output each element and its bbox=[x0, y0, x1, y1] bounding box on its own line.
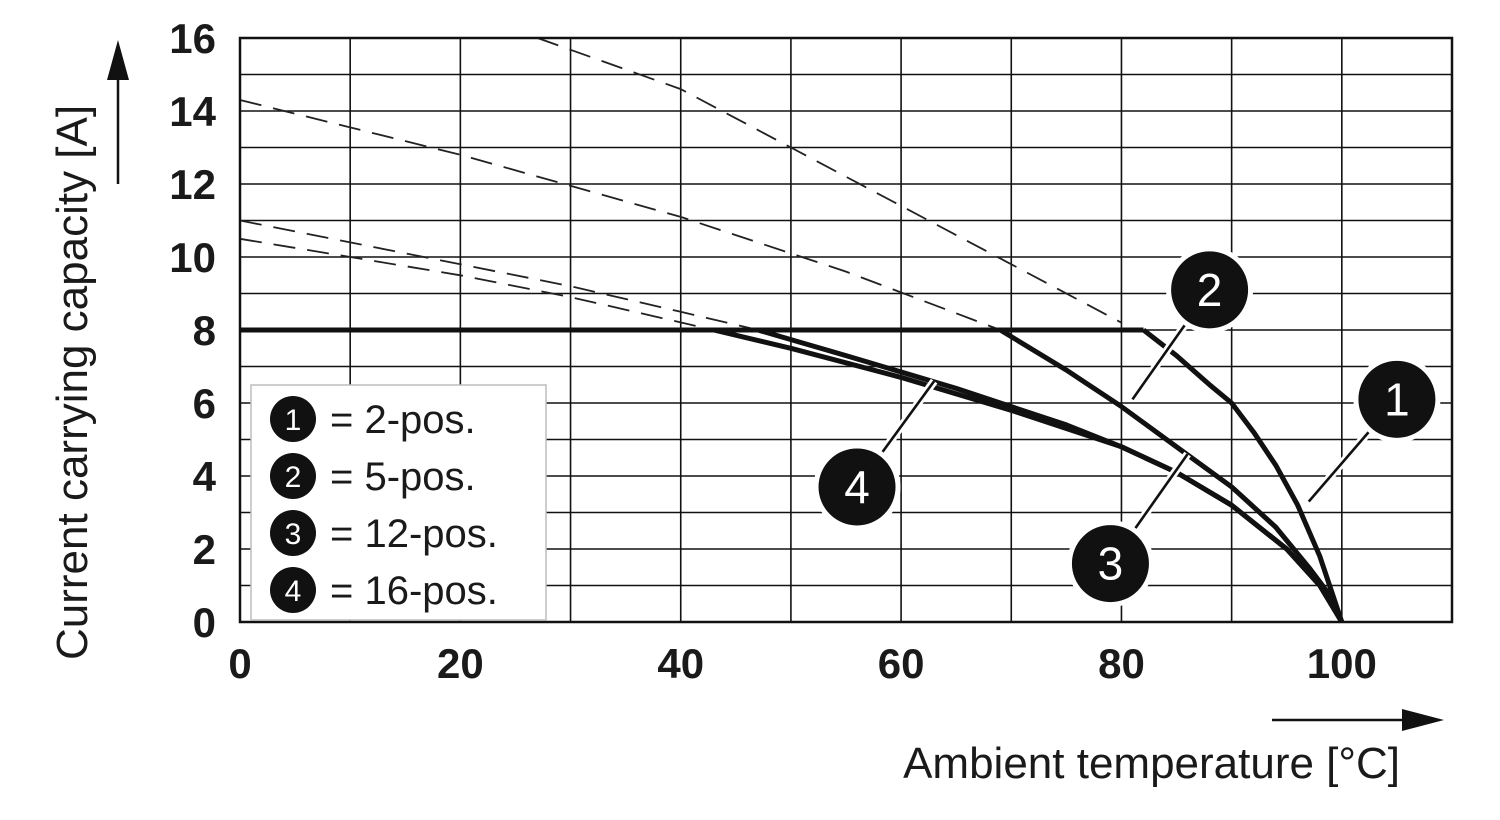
callout-leader bbox=[1132, 453, 1189, 532]
legend-marker bbox=[270, 453, 316, 499]
legend-entry: 2 = 5-pos. bbox=[270, 453, 476, 499]
callout-1: 1 bbox=[1305, 355, 1441, 505]
callout-badge-number: 1 bbox=[1384, 373, 1410, 425]
extrapolated-curve-2 bbox=[239, 99, 1001, 331]
legend-marker-number: 3 bbox=[285, 518, 302, 551]
extrapolated-curve-1 bbox=[537, 37, 1122, 324]
legend-marker bbox=[270, 510, 316, 556]
legend-label: = 2-pos. bbox=[330, 398, 476, 442]
y-axis-ticks: 0 2 4 6 8 10 12 14 16 bbox=[169, 15, 216, 646]
x-tick-label: 60 bbox=[878, 640, 925, 687]
y-tick-label: 6 bbox=[193, 380, 216, 427]
x-axis-arrow bbox=[1272, 709, 1444, 731]
derating-curves bbox=[713, 327, 1345, 624]
legend-label: = 12-pos. bbox=[330, 512, 498, 556]
y-tick-label: 16 bbox=[169, 15, 216, 62]
extrapolated-curve-4 bbox=[239, 237, 715, 331]
callout-badge bbox=[1066, 520, 1154, 608]
derating-curve-4 bbox=[713, 327, 1344, 624]
callout-leader bbox=[879, 380, 936, 456]
extrapolated-curve-3 bbox=[239, 219, 759, 331]
legend-label: = 16-pos. bbox=[330, 569, 498, 613]
callout-2: 2 bbox=[1129, 246, 1254, 402]
callout-badge bbox=[1166, 246, 1254, 334]
legend-marker bbox=[270, 567, 316, 613]
legend-marker-number: 2 bbox=[285, 461, 302, 494]
legend-entry: 1 = 2-pos. bbox=[270, 396, 476, 442]
callout-leader bbox=[1307, 428, 1372, 503]
derating-curve-1 bbox=[1141, 328, 1345, 623]
callout-badge-number: 3 bbox=[1098, 538, 1124, 590]
extrapolated-curves bbox=[239, 37, 1122, 331]
callout-leader bbox=[1131, 321, 1188, 401]
callout-badge bbox=[813, 443, 901, 531]
y-tick-label: 4 bbox=[193, 453, 217, 500]
callout-badge bbox=[1353, 355, 1441, 443]
plot-frame bbox=[238, 36, 1454, 624]
y-tick-label: 2 bbox=[193, 526, 216, 573]
legend-marker-number: 1 bbox=[285, 404, 302, 437]
y-tick-label: 8 bbox=[193, 307, 216, 354]
y-tick-label: 12 bbox=[169, 161, 216, 208]
callout-badge-number: 2 bbox=[1197, 264, 1223, 316]
y-tick-label: 14 bbox=[169, 88, 216, 135]
x-tick-label: 100 bbox=[1307, 640, 1377, 687]
legend: 1 = 2-pos. 2 = 5-pos. 3 = 12-pos. 4 = 16-pos. bbox=[250, 384, 547, 621]
y-axis-arrow bbox=[107, 40, 129, 184]
x-tick-label: 80 bbox=[1098, 640, 1145, 687]
legend-label: = 5-pos. bbox=[330, 455, 476, 499]
x-axis-title: Ambient temperature [°C] bbox=[903, 739, 1400, 788]
legend-entry: 3 = 12-pos. bbox=[270, 510, 498, 556]
callout-3: 3 bbox=[1066, 451, 1191, 608]
curve-callouts: 1 2 3 4 bbox=[813, 246, 1441, 608]
legend-marker bbox=[270, 396, 316, 442]
y-tick-label: 10 bbox=[169, 234, 216, 281]
callout-badge-number: 4 bbox=[844, 461, 870, 513]
y-tick-label: 0 bbox=[193, 599, 216, 646]
x-tick-label: 0 bbox=[228, 640, 251, 687]
x-tick-label: 20 bbox=[437, 640, 484, 687]
x-tick-label: 40 bbox=[657, 640, 704, 687]
y-axis-title: Current carrying capacity [A] bbox=[48, 105, 97, 660]
legend-entry: 4 = 16-pos. bbox=[270, 567, 498, 613]
x-axis-ticks: 0 20 40 60 80 100 bbox=[228, 640, 1377, 687]
legend-marker-number: 4 bbox=[285, 575, 302, 608]
callout-4: 4 bbox=[813, 378, 938, 531]
